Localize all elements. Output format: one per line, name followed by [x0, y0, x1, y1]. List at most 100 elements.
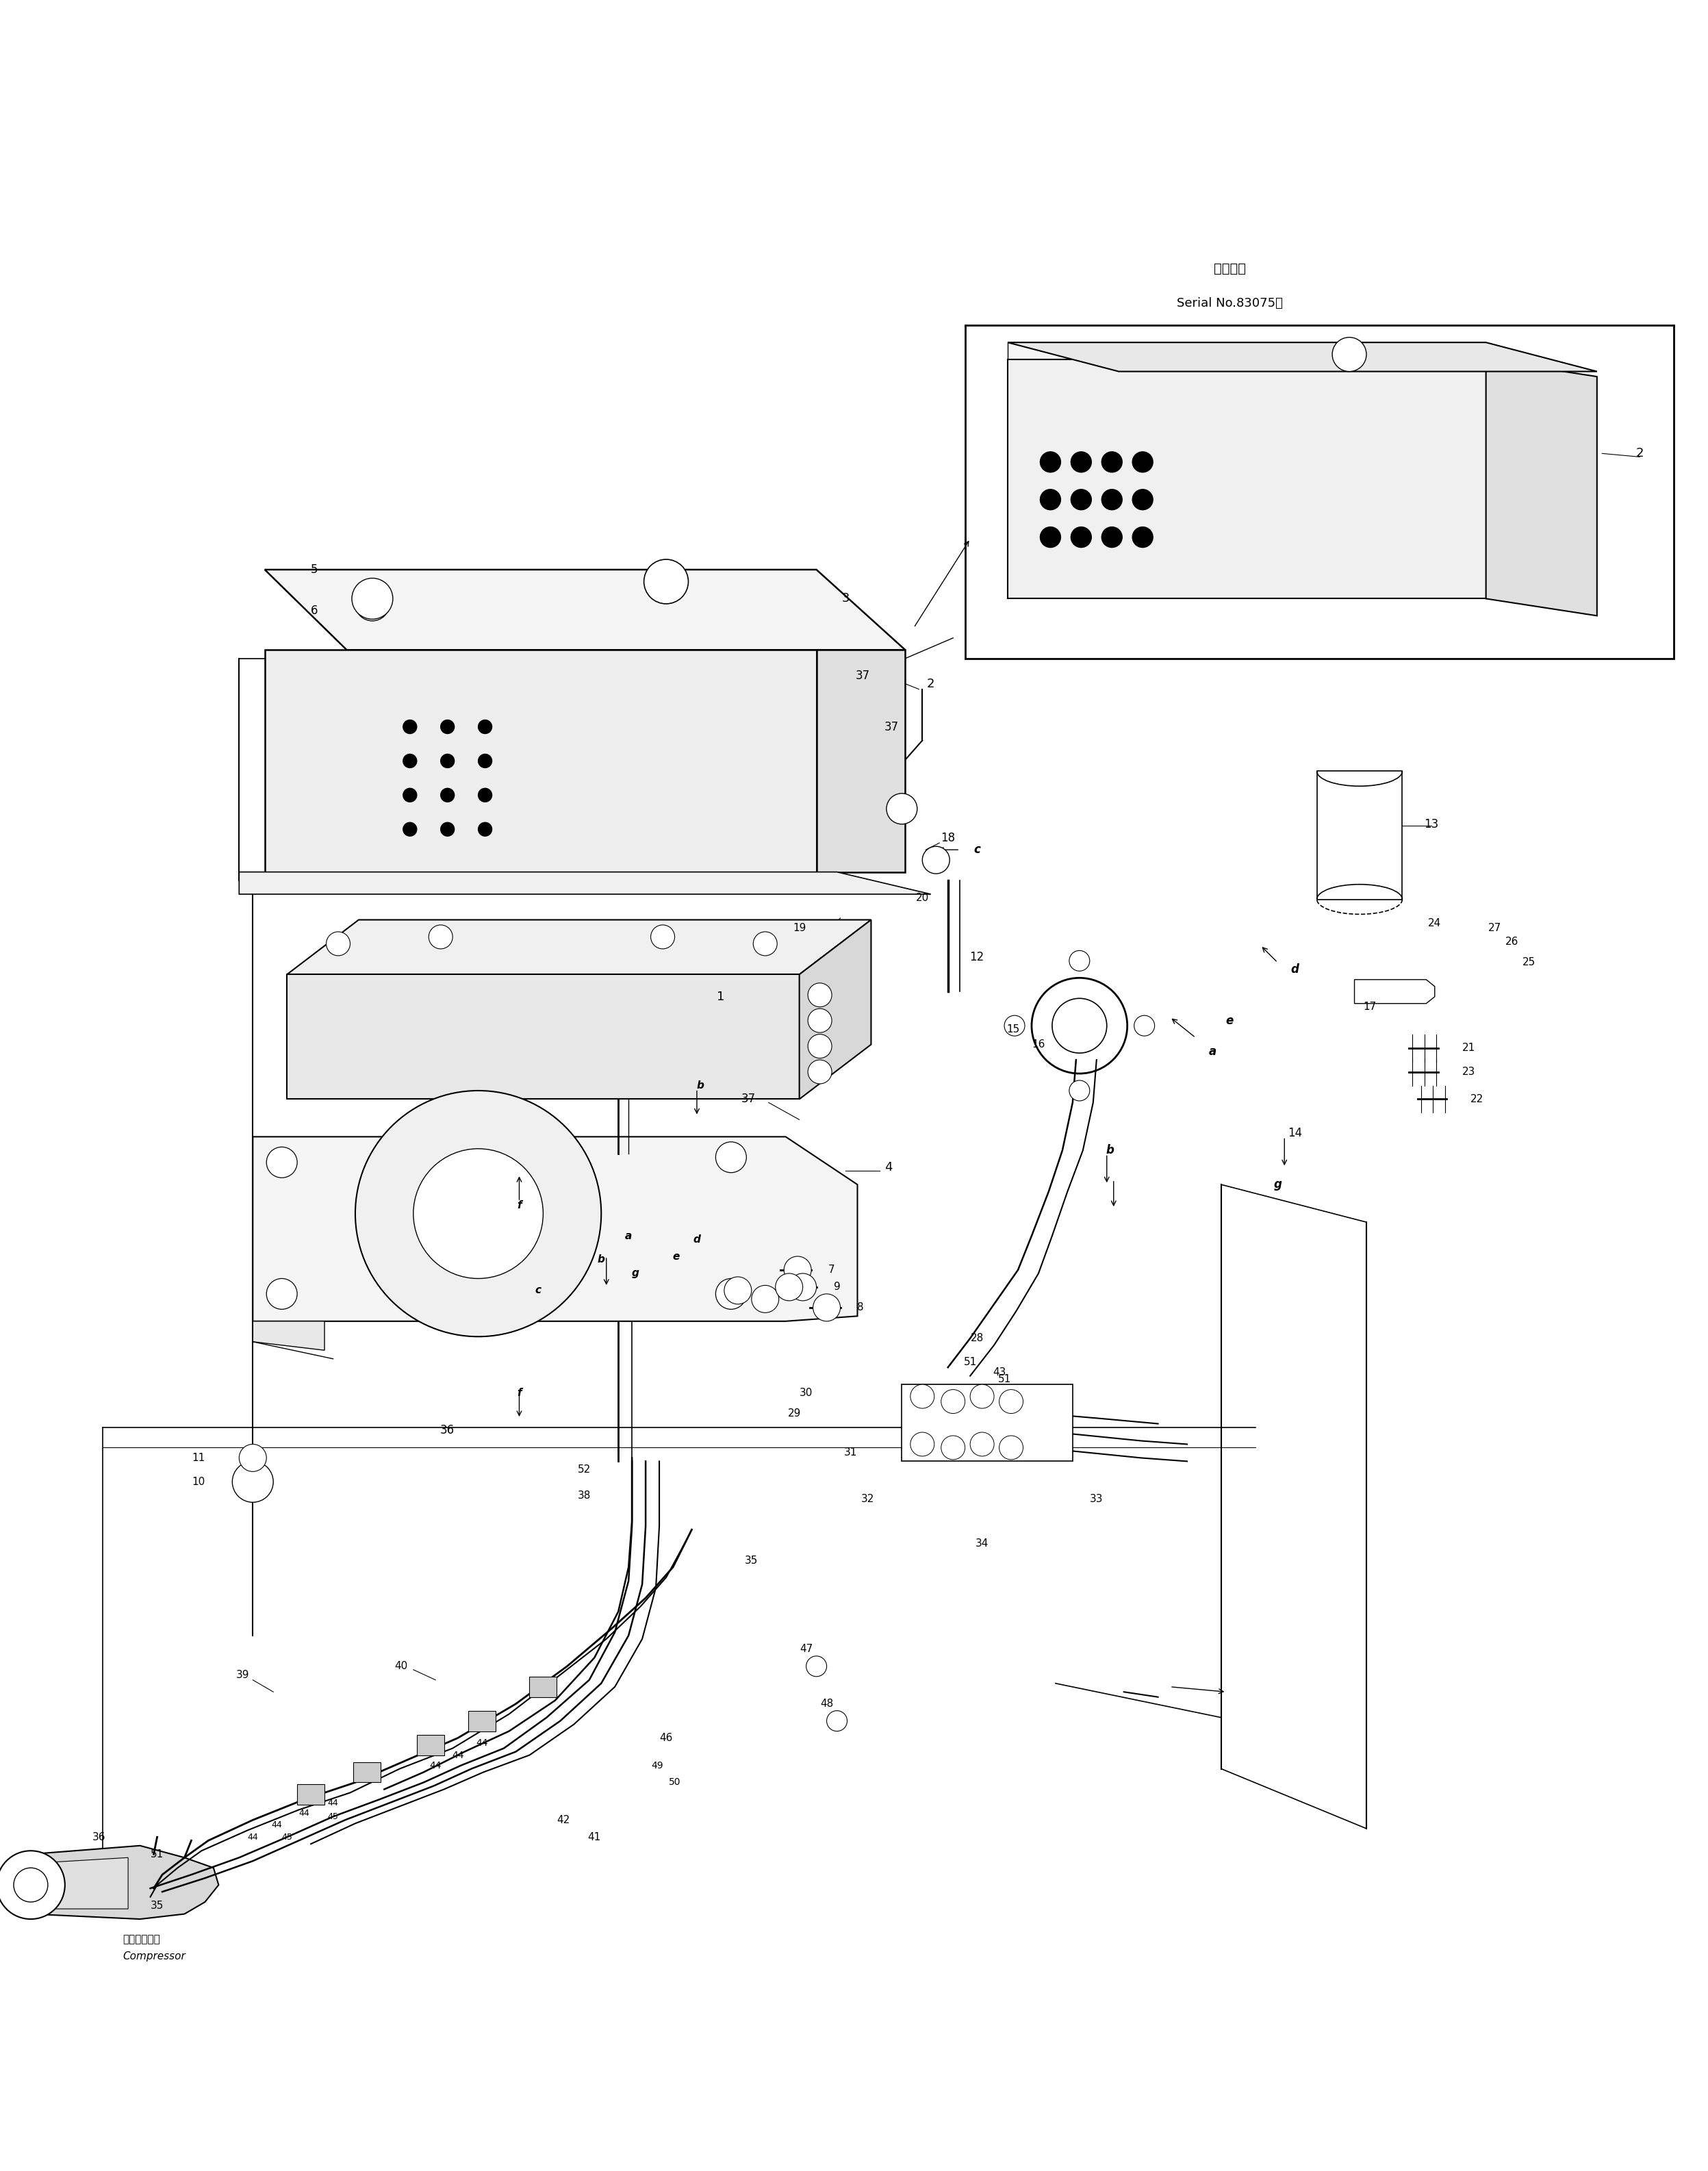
Circle shape	[403, 823, 417, 836]
Text: 49: 49	[651, 1761, 664, 1769]
Circle shape	[1132, 452, 1153, 473]
Circle shape	[886, 792, 917, 825]
Circle shape	[827, 1711, 847, 1730]
Text: 18: 18	[941, 831, 955, 845]
Text: 43: 43	[992, 1368, 1006, 1379]
Text: 30: 30	[799, 1387, 813, 1398]
Text: 45: 45	[282, 1832, 292, 1841]
Text: 35: 35	[745, 1554, 758, 1565]
Circle shape	[1132, 488, 1153, 510]
Circle shape	[753, 931, 777, 955]
Text: 20: 20	[915, 892, 929, 903]
Text: 46: 46	[659, 1732, 673, 1743]
Circle shape	[1040, 452, 1061, 473]
Circle shape	[232, 1461, 273, 1502]
Polygon shape	[20, 1845, 219, 1919]
Polygon shape	[1008, 343, 1486, 360]
Text: Serial No.83075～: Serial No.83075～	[1177, 297, 1283, 308]
Circle shape	[999, 1435, 1023, 1459]
Text: 28: 28	[970, 1333, 984, 1344]
Polygon shape	[265, 649, 816, 873]
Text: 44: 44	[475, 1739, 488, 1748]
Text: d: d	[693, 1233, 700, 1244]
Circle shape	[922, 847, 950, 873]
Circle shape	[910, 1433, 934, 1457]
Text: 44: 44	[451, 1750, 465, 1761]
Circle shape	[352, 577, 393, 619]
Text: 4: 4	[885, 1161, 892, 1175]
Polygon shape	[43, 1858, 128, 1908]
Circle shape	[266, 1279, 297, 1309]
Circle shape	[1134, 1016, 1155, 1036]
Circle shape	[999, 1389, 1023, 1413]
Text: c: c	[974, 845, 980, 855]
Text: 51: 51	[997, 1374, 1011, 1385]
Circle shape	[478, 721, 492, 734]
Circle shape	[970, 1433, 994, 1457]
Text: 41: 41	[588, 1832, 601, 1843]
Polygon shape	[1008, 343, 1597, 371]
Polygon shape	[253, 1322, 325, 1350]
Text: 17: 17	[1363, 1001, 1377, 1012]
Bar	[468, 1711, 495, 1730]
Circle shape	[14, 1867, 48, 1902]
Text: 31: 31	[844, 1448, 857, 1459]
Text: 12: 12	[970, 951, 984, 964]
Circle shape	[910, 1385, 934, 1409]
Circle shape	[813, 1294, 840, 1322]
Text: 44: 44	[272, 1821, 282, 1830]
Circle shape	[441, 753, 454, 769]
Text: c: c	[535, 1285, 541, 1296]
Text: 11: 11	[191, 1452, 205, 1463]
Polygon shape	[799, 921, 871, 1099]
Circle shape	[784, 1257, 811, 1283]
Circle shape	[239, 1444, 266, 1472]
Circle shape	[941, 1389, 965, 1413]
Circle shape	[441, 823, 454, 836]
Text: 38: 38	[577, 1489, 591, 1500]
Text: b: b	[697, 1081, 704, 1090]
Text: 44: 44	[299, 1808, 309, 1817]
Polygon shape	[287, 921, 871, 975]
Circle shape	[775, 1274, 803, 1300]
Text: a: a	[1209, 1044, 1216, 1057]
Circle shape	[441, 721, 454, 734]
Bar	[354, 1763, 381, 1782]
Text: 39: 39	[236, 1669, 249, 1680]
Text: g: g	[1274, 1179, 1281, 1190]
Circle shape	[1069, 1081, 1090, 1101]
Circle shape	[1071, 488, 1091, 510]
Text: 7: 7	[828, 1266, 835, 1274]
Polygon shape	[1354, 979, 1435, 1003]
Circle shape	[808, 1033, 832, 1057]
Circle shape	[716, 1142, 746, 1172]
Circle shape	[808, 1059, 832, 1083]
Text: 25: 25	[1522, 957, 1535, 968]
Circle shape	[1102, 528, 1122, 547]
Circle shape	[478, 753, 492, 769]
Circle shape	[1004, 1016, 1025, 1036]
Circle shape	[1040, 528, 1061, 547]
Circle shape	[1052, 999, 1107, 1053]
Circle shape	[326, 931, 350, 955]
Text: 1: 1	[717, 990, 724, 1003]
Bar	[1317, 771, 1402, 899]
Circle shape	[0, 1850, 65, 1919]
Bar	[965, 326, 1674, 658]
Circle shape	[1069, 951, 1090, 970]
Text: 50: 50	[668, 1778, 681, 1787]
Text: 9: 9	[834, 1281, 840, 1292]
Circle shape	[752, 1285, 779, 1313]
Bar	[529, 1676, 557, 1698]
Text: 33: 33	[1090, 1494, 1103, 1505]
Text: b: b	[598, 1255, 605, 1266]
Circle shape	[1102, 452, 1122, 473]
Text: 13: 13	[1424, 818, 1438, 829]
Circle shape	[970, 1385, 994, 1409]
Polygon shape	[253, 1138, 857, 1322]
Text: 48: 48	[820, 1698, 834, 1709]
Text: 32: 32	[861, 1494, 874, 1505]
Text: 14: 14	[1288, 1127, 1301, 1140]
Circle shape	[429, 925, 453, 949]
Circle shape	[644, 560, 688, 604]
